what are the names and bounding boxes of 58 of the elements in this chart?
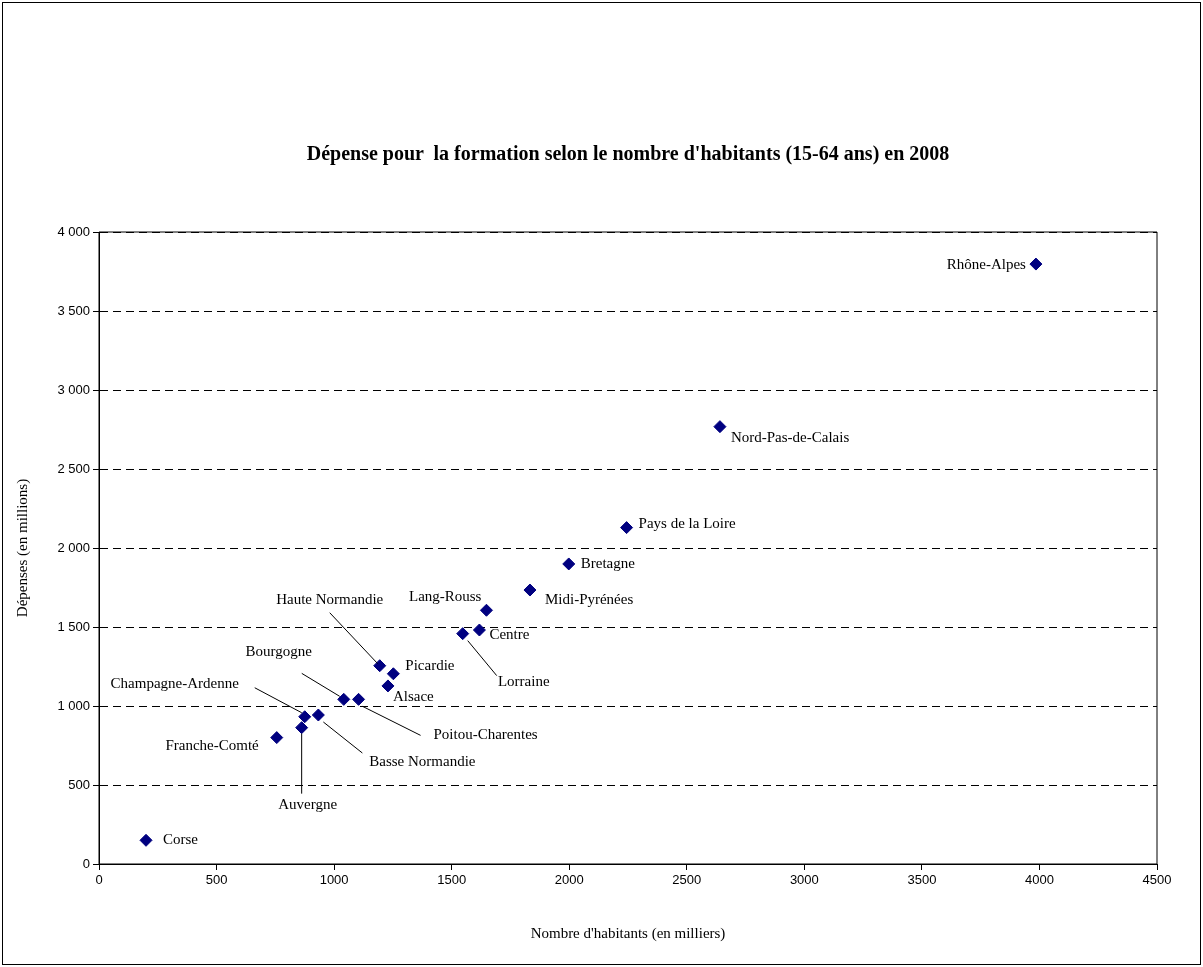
point [295, 721, 309, 735]
annotation: Bourgogne [245, 643, 313, 660]
annotation: Champagne-Ardenne [110, 674, 240, 691]
x-tick-label: 3000 [789, 872, 819, 888]
annotation: Poitou-Charentes [433, 726, 538, 743]
y-tick-label: 3 500 [57, 302, 90, 318]
point [456, 627, 470, 641]
y-tick-label: 1 500 [57, 618, 90, 634]
point [523, 583, 537, 597]
chart-title: Dépense pour la formation selon le nombre d'habitants (15-64 ans) en 2008 [306, 142, 950, 166]
point [713, 420, 727, 434]
point [562, 557, 576, 571]
y-tick-label: 0 [82, 855, 90, 871]
x-tick-label: 0 [95, 872, 103, 888]
y-tick-label: 3 000 [57, 381, 90, 397]
y-tick-label: 500 [68, 776, 90, 792]
point [386, 667, 400, 681]
annotation: Lang-Rouss [408, 588, 482, 605]
y-tick-label: 2 500 [57, 460, 90, 476]
annotation: Bretagne [580, 554, 636, 571]
x-tick-label: 2500 [672, 872, 702, 888]
point [298, 710, 312, 724]
point [311, 708, 325, 722]
x-tick-label: 4000 [1024, 872, 1054, 888]
point [620, 521, 634, 535]
point [337, 692, 351, 706]
annotation: Rhône-Alpes [946, 256, 1027, 273]
x-tick-label: 2000 [554, 872, 584, 888]
x-tick-label: 500 [205, 872, 228, 888]
point [472, 623, 486, 637]
annotation: Picardie [405, 656, 455, 673]
x-tick-label: 3500 [907, 872, 937, 888]
point [1029, 257, 1043, 271]
x-axis-title: Nombre d'habitants (en milliers) [530, 924, 726, 942]
point [479, 603, 493, 617]
y-axis-title: Dépenses (en millions) [13, 478, 31, 618]
point [139, 833, 153, 847]
annotation: Alsace [392, 687, 435, 704]
annotation: Midi-Pyrénées [544, 590, 634, 607]
point [270, 731, 284, 745]
annotation: Franche-Comté [165, 736, 260, 753]
annotation: Centre [489, 625, 530, 642]
y-tick-label: 1 000 [57, 697, 90, 713]
y-tick-label: 4 000 [57, 223, 90, 239]
annotation: Nord-Pas-de-Calais [730, 428, 850, 445]
point [373, 659, 387, 673]
annotation: Corse [163, 831, 199, 848]
annotation: Basse Normandie [369, 752, 476, 769]
x-tick-label: 1000 [319, 872, 349, 888]
point [352, 692, 366, 706]
x-tick-label: 4500 [1142, 872, 1172, 888]
annotation: Auvergne [278, 795, 338, 812]
point [381, 679, 395, 693]
x-tick-label: 1500 [437, 872, 467, 888]
annotation: Lorraine [497, 672, 550, 689]
annotation: Haute Normandie [276, 590, 384, 607]
y-tick-label: 2 000 [57, 539, 90, 555]
annotation: Pays de la Loire [638, 514, 736, 531]
